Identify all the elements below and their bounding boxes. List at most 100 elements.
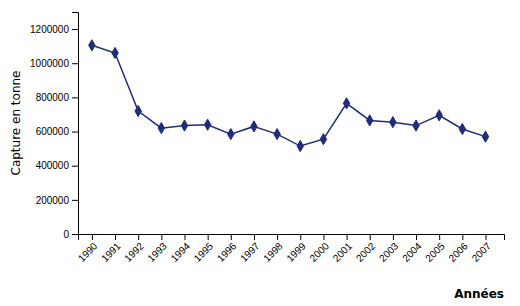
x-tick-mark <box>161 234 162 240</box>
y-tick: 200000 <box>36 195 78 206</box>
x-tick: 1996 <box>215 234 239 264</box>
x-tick: 1995 <box>192 234 216 264</box>
x-tick-mark <box>485 234 486 240</box>
x-tick: 1990 <box>76 234 100 264</box>
x-axis-label: Années <box>454 287 504 301</box>
x-tick-label: 2003 <box>377 240 401 264</box>
x-tick-mark <box>393 234 394 240</box>
y-tick-label: 1000000 <box>30 58 69 69</box>
x-tick-mark <box>208 234 209 240</box>
x-tick-mark <box>347 234 348 240</box>
x-tick: 1994 <box>169 234 193 264</box>
x-tick-mark <box>323 234 324 240</box>
marker <box>251 121 257 132</box>
marker <box>112 47 118 58</box>
x-tick: 2000 <box>307 234 331 264</box>
y-tick: 0 <box>63 229 78 240</box>
marker <box>181 120 187 131</box>
x-tick-label: 1990 <box>76 240 100 264</box>
x-tick-label: 2001 <box>331 240 355 264</box>
x-tick-mark <box>115 234 116 240</box>
line <box>92 45 486 146</box>
y-tick-label: 200000 <box>36 195 70 206</box>
y-tick: 1200000 <box>30 24 78 35</box>
x-tick-label: 2004 <box>400 240 424 264</box>
marker <box>366 115 372 126</box>
y-tick: 400000 <box>36 160 78 171</box>
chart: 1990199119921993199419951996199719981999… <box>0 0 520 306</box>
marker <box>135 105 141 116</box>
x-tick-mark <box>370 234 371 240</box>
y-axis: 0 200000 400000 600000 800000 1000000 1200000 <box>30 13 78 240</box>
marker <box>343 98 349 109</box>
x-tick: 2007 <box>470 234 494 264</box>
x-tick-label: 1997 <box>238 240 262 264</box>
x-tick: 2002 <box>354 234 378 264</box>
y-tick-mark <box>72 166 78 167</box>
marker <box>89 40 95 51</box>
x-tick: 1997 <box>238 234 262 264</box>
x-tick: 2004 <box>400 234 424 264</box>
marker <box>297 140 303 151</box>
x-tick-mark <box>138 234 139 240</box>
plot-area: 1990199119921993199419951996199719981999… <box>30 13 504 264</box>
x-tick-label: 1996 <box>215 240 239 264</box>
y-tick-mark <box>72 97 78 98</box>
x-tick-mark <box>439 234 440 240</box>
x-tick-label: 1998 <box>261 240 285 264</box>
y-tick-mark <box>72 200 78 201</box>
y-tick: 600000 <box>36 126 78 137</box>
y-tick: 1000000 <box>30 58 78 69</box>
y-axis-label: Capture en tonne <box>9 71 23 176</box>
x-tick-label: 2005 <box>423 240 447 264</box>
marker <box>204 119 210 130</box>
x-tick-label: 1992 <box>122 240 146 264</box>
x-tick-label: 2007 <box>470 240 494 264</box>
x-tick: 1991 <box>99 234 123 264</box>
y-tick-label: 400000 <box>36 160 70 171</box>
x-tick-label: 2002 <box>354 240 378 264</box>
marker <box>158 123 164 134</box>
x-tick-label: 1994 <box>169 240 193 264</box>
x-tick: 1999 <box>284 234 308 264</box>
y-tick-mark <box>72 29 78 30</box>
x-tick: 1998 <box>261 234 285 264</box>
y-axis-line <box>72 13 79 235</box>
x-tick-mark <box>254 234 255 240</box>
marker <box>413 120 419 131</box>
x-tick-mark <box>277 234 278 240</box>
x-axis: 1990199119921993199419951996199719981999… <box>76 234 505 264</box>
x-tick-mark <box>231 234 232 240</box>
y-tick: 800000 <box>36 92 78 103</box>
marker <box>482 131 488 142</box>
x-tick-label: 2006 <box>446 240 470 264</box>
x-tick-label: 1995 <box>192 240 216 264</box>
y-tick-label: 800000 <box>36 92 70 103</box>
marker <box>320 134 326 145</box>
y-tick-mark <box>72 234 78 235</box>
x-tick-mark <box>185 234 186 240</box>
x-tick: 1992 <box>122 234 146 264</box>
marker <box>436 110 442 121</box>
x-tick-label: 1999 <box>284 240 308 264</box>
x-tick-mark <box>462 234 463 240</box>
x-tick: 2003 <box>377 234 401 264</box>
x-tick: 2005 <box>423 234 447 264</box>
marks <box>89 40 489 152</box>
y-tick-label: 1200000 <box>30 24 69 35</box>
marker <box>274 129 280 140</box>
marker <box>390 117 396 128</box>
x-tick: 2001 <box>331 234 355 264</box>
x-tick-mark <box>92 234 93 240</box>
x-axis-line <box>79 235 505 241</box>
x-tick-label: 2000 <box>307 240 331 264</box>
x-tick: 1993 <box>145 234 169 264</box>
y-tick-label: 0 <box>63 229 69 240</box>
marker <box>459 123 465 134</box>
marker <box>228 129 234 140</box>
x-tick-mark <box>300 234 301 240</box>
y-tick-mark <box>72 132 78 133</box>
y-tick-mark <box>72 63 78 64</box>
x-tick-mark <box>416 234 417 240</box>
x-tick-label: 1991 <box>99 240 123 264</box>
